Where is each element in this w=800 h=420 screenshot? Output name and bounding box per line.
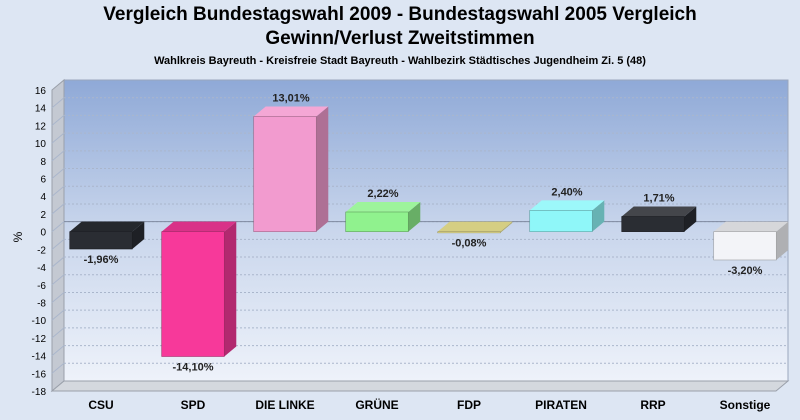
- bar-top: [253, 106, 329, 117]
- bar-front: [621, 216, 685, 232]
- gridline-side: [51, 221, 65, 233]
- gridline-side: [51, 238, 65, 250]
- gridline-side: [51, 274, 65, 286]
- gridline-side: [51, 150, 65, 162]
- gridline-side: [51, 309, 65, 321]
- gridline-side: [51, 292, 65, 303]
- gridline-side: [51, 256, 65, 268]
- data-label: 2,22%: [367, 188, 398, 200]
- bar-top: [161, 221, 237, 232]
- data-label: -3,20%: [728, 265, 763, 277]
- x-tick-label: PIRATEN: [535, 398, 587, 412]
- bar: [161, 221, 237, 357]
- bar-side: [776, 221, 789, 260]
- bar: [621, 206, 697, 232]
- plot-floor: [50, 380, 790, 392]
- y-tick-label: 12: [35, 121, 47, 132]
- chart-subtitle: Wahlkreis Bayreuth - Kreisfreie Stadt Ba…: [154, 55, 646, 67]
- x-tick-label: DIE LINKE: [255, 398, 314, 412]
- y-tick-label: 10: [35, 139, 47, 150]
- y-tick-label: 16: [35, 86, 47, 97]
- bar: [345, 201, 421, 232]
- x-tick-label: SPD: [181, 398, 206, 412]
- x-tick-label: FDP: [457, 398, 481, 412]
- gridline-side: [51, 97, 65, 109]
- y-tick-label: 14: [35, 104, 47, 115]
- bar-top: [69, 221, 145, 232]
- y-tick-label: -12: [32, 334, 47, 345]
- bar-side: [592, 200, 605, 232]
- bar-front: [713, 231, 777, 261]
- bar-top: [437, 221, 513, 232]
- data-label: -14,10%: [173, 361, 214, 373]
- y-tick-label: 6: [40, 175, 46, 186]
- data-label: 2,40%: [551, 186, 582, 198]
- y-tick-label: 8: [40, 157, 46, 168]
- bar-side: [132, 221, 145, 249]
- y-tick-label: 0: [40, 228, 46, 239]
- bar-side: [316, 106, 329, 232]
- bar-front: [437, 231, 501, 234]
- y-tick-label: 2: [40, 210, 46, 221]
- y-tick-label: -18: [32, 387, 47, 398]
- bar-front: [345, 211, 409, 232]
- bar-front: [161, 231, 225, 357]
- y-tick-label: 4: [40, 192, 46, 203]
- data-label: -1,96%: [84, 254, 119, 266]
- bar-front: [69, 231, 133, 250]
- bar: [529, 200, 605, 232]
- bar: [253, 106, 329, 232]
- y-tick-label: -4: [37, 263, 46, 274]
- plot-side-wall: [51, 78, 65, 393]
- gridline-side: [51, 203, 65, 215]
- bar-top: [713, 221, 789, 232]
- gridline-side: [51, 345, 65, 356]
- gridline-side: [51, 132, 65, 144]
- x-tick-label: GRÜNE: [355, 397, 398, 412]
- data-label: -0,08%: [452, 237, 487, 249]
- y-axis-label: %: [11, 231, 25, 242]
- data-label: 13,01%: [272, 92, 310, 104]
- bar-front: [529, 210, 593, 232]
- y-tick-label: -16: [32, 369, 47, 380]
- bar-side: [408, 201, 421, 232]
- x-tick-label: Sonstige: [720, 398, 771, 412]
- y-tick-label: -8: [37, 298, 46, 309]
- bar-side: [500, 221, 513, 233]
- bar-side: [684, 206, 697, 232]
- y-tick-label: -14: [32, 352, 47, 363]
- y-tick-label: -2: [37, 245, 46, 256]
- gridline-side: [51, 327, 65, 339]
- bar-side: [224, 221, 237, 357]
- gridline-side: [51, 362, 65, 374]
- bar: [437, 221, 513, 234]
- x-tick-label: RRP: [640, 398, 665, 412]
- bar-top: [621, 206, 697, 217]
- chart-title-line2: Gewinn/Verlust Zweitstimmen: [265, 28, 535, 49]
- bar-top: [345, 201, 421, 212]
- y-tick-label: -6: [37, 281, 46, 292]
- x-tick-label: CSU: [88, 398, 113, 412]
- bar-front: [253, 116, 317, 232]
- bar: [69, 221, 145, 250]
- gridline-side: [51, 168, 65, 179]
- gridline-side: [51, 185, 65, 197]
- y-tick-label: -10: [32, 316, 47, 327]
- gridline-side: [51, 115, 65, 126]
- chart-title-line1: Vergleich Bundestagswahl 2009 - Bundesta…: [103, 4, 697, 25]
- bar: [713, 221, 789, 261]
- data-label: 1,71%: [643, 193, 674, 205]
- bar-top: [529, 200, 605, 211]
